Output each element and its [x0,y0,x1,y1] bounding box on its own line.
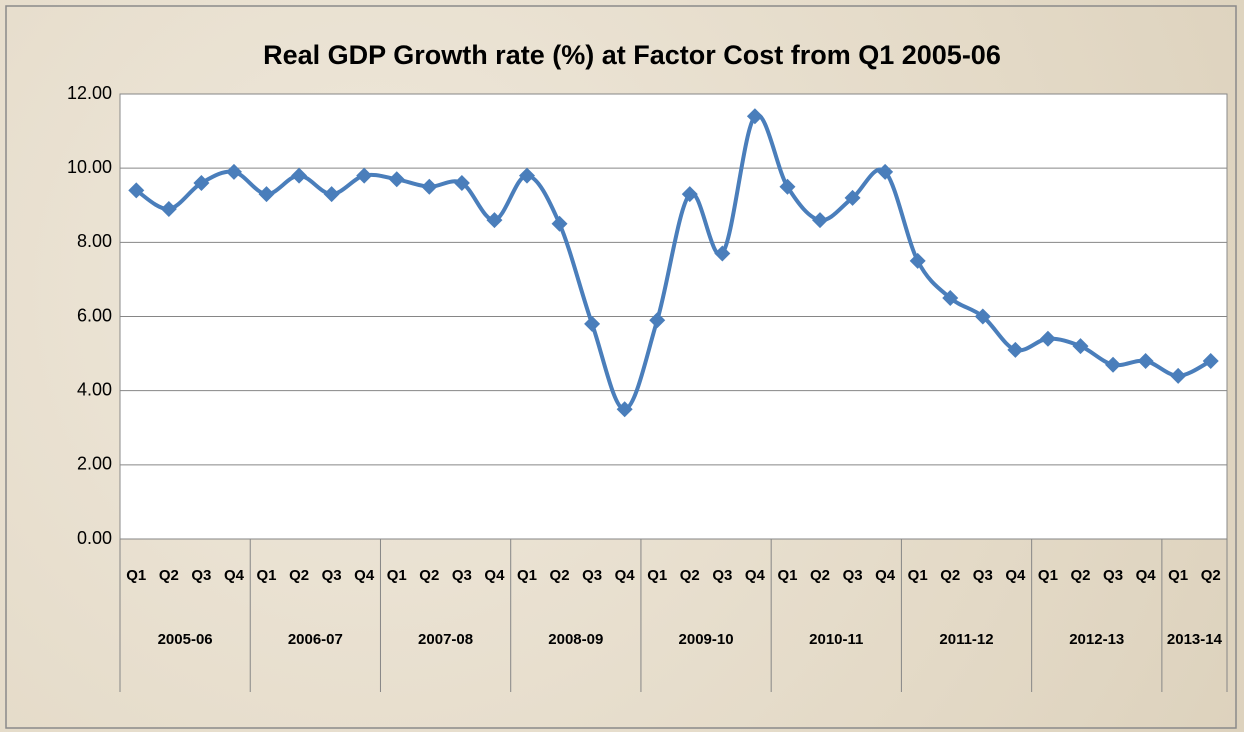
x-group-label: 2013-14 [1166,631,1222,648]
data-point [1202,353,1219,369]
data-point [551,215,568,232]
x-tick-label: Q1 [777,567,797,584]
data-point [974,308,991,325]
data-point [323,186,340,203]
data-point [584,315,601,332]
data-point [518,167,535,184]
data-point [681,186,698,203]
x-tick-label: Q2 [1201,567,1221,584]
x-tick-label: Q4 [875,567,896,584]
data-point [779,178,796,195]
x-tick-label: Q1 [1168,567,1188,584]
x-tick-label: Q2 [419,567,439,584]
x-tick-label: Q4 [745,567,766,584]
data-point [1170,367,1187,384]
x-tick-label: Q4 [615,567,636,584]
x-group-label: 2006-07 [287,631,343,648]
chart-title: Real GDP Growth rate (%) at Factor Cost … [263,40,1001,70]
x-tick-label: Q3 [582,567,602,584]
data-point [649,312,666,329]
data-point [1072,338,1089,355]
y-tick-label: 12.00 [67,83,112,103]
x-tick-label: Q3 [322,567,342,584]
x-tick-label: Q2 [810,567,830,584]
x-group-label: 2010-11 [809,631,864,648]
data-point [746,108,763,125]
x-group-label: 2011-12 [939,631,994,648]
x-tick-label: Q4 [224,567,245,584]
data-point [1105,356,1122,373]
data-point [128,182,145,199]
data-point [291,167,308,184]
y-tick-label: 8.00 [77,231,112,251]
x-tick-label: Q3 [843,567,863,584]
data-point [877,163,894,180]
y-tick-label: 10.00 [67,157,112,177]
data-point [1039,330,1056,347]
data-point [258,186,275,203]
x-tick-label: Q3 [1103,567,1123,584]
x-tick-label: Q2 [940,567,960,584]
data-point [616,401,633,418]
data-point [160,200,177,217]
x-tick-label: Q3 [452,567,472,584]
x-group-label: 2008-09 [548,631,604,648]
y-tick-label: 6.00 [77,305,112,325]
data-point [388,171,405,188]
x-tick-label: Q4 [354,567,375,584]
x-group-label: 2009-10 [678,631,734,648]
data-point [453,175,470,191]
x-group-label: 2005-06 [157,631,213,648]
x-tick-label: Q1 [257,567,277,584]
x-tick-label: Q2 [680,567,700,584]
x-group-label: 2007-08 [418,631,474,648]
data-point [486,212,503,229]
x-tick-label: Q1 [647,567,667,584]
y-tick-label: 0.00 [77,528,112,548]
y-tick-label: 2.00 [77,454,112,474]
data-point [421,178,438,195]
x-tick-label: Q4 [484,567,505,584]
data-point [193,175,210,191]
x-tick-label: Q3 [191,567,211,584]
x-tick-label: Q1 [126,567,146,584]
data-point [714,245,731,262]
data-point [812,212,829,229]
y-tick-label: 4.00 [77,379,112,399]
x-tick-label: Q2 [289,567,309,584]
data-point [909,252,926,269]
x-tick-label: Q4 [1136,567,1157,584]
data-point [844,189,861,206]
x-tick-label: Q1 [908,567,928,584]
x-tick-label: Q2 [1070,567,1090,584]
x-tick-label: Q3 [973,567,993,584]
x-tick-label: Q2 [550,567,570,584]
x-tick-label: Q1 [387,567,407,584]
data-point [942,289,959,306]
x-tick-label: Q4 [1005,567,1026,584]
chart-frame [5,5,1237,729]
data-point [225,163,242,180]
data-point [1007,341,1024,358]
x-tick-label: Q3 [712,567,732,584]
x-group-label: 2012-13 [1069,631,1125,648]
x-tick-label: Q1 [517,567,537,584]
data-point [1137,353,1154,369]
x-tick-label: Q2 [159,567,179,584]
data-point [356,167,373,184]
x-tick-label: Q1 [1038,567,1058,584]
